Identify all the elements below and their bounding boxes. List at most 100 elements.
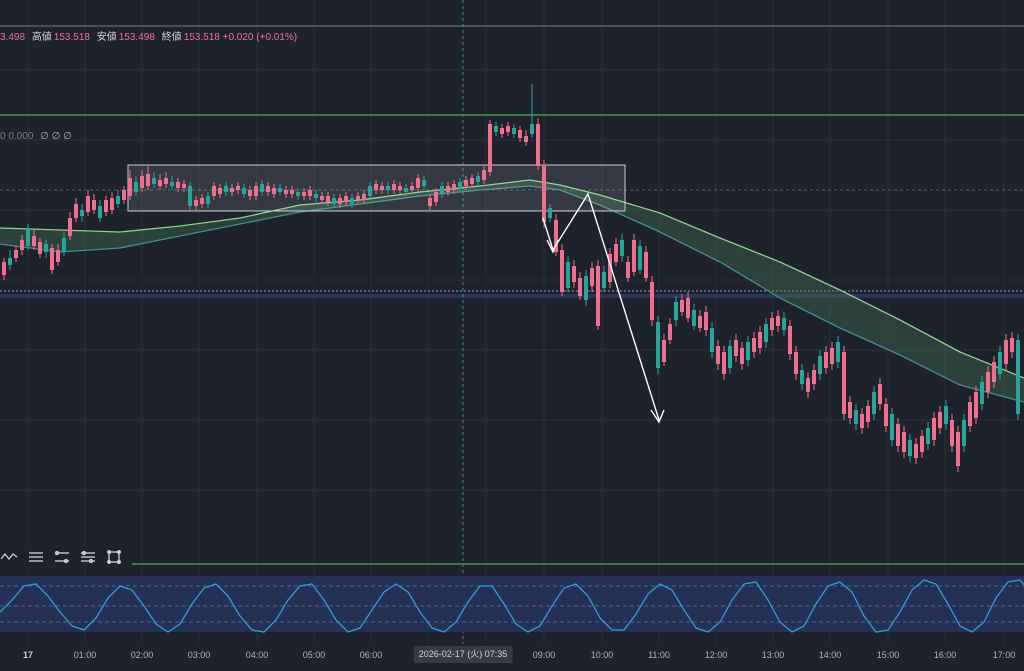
- candle-body: [908, 440, 912, 456]
- candle-body: [302, 192, 306, 196]
- candle-body: [8, 258, 12, 265]
- candle-body: [530, 124, 534, 134]
- fib-icon[interactable]: [78, 548, 98, 566]
- change-value: +0.020 (+0.01%): [222, 32, 298, 43]
- candle-body: [800, 370, 804, 384]
- close-value: 153.518: [183, 32, 220, 43]
- indicator-value: 0 0.000: [0, 131, 34, 142]
- candle-body: [284, 190, 288, 194]
- oscillator-pane: [0, 576, 1024, 632]
- candle-body: [386, 186, 390, 190]
- candle-body: [452, 184, 456, 190]
- horizontal-lines-icon[interactable]: [26, 548, 46, 566]
- candle-body: [590, 268, 594, 286]
- candle-body: [548, 208, 552, 218]
- open-value: 3.498: [0, 32, 26, 43]
- zigzag-icon[interactable]: [0, 548, 20, 566]
- candle-body: [458, 182, 462, 188]
- low-label: 安値: [96, 32, 117, 43]
- candle-body: [950, 420, 954, 446]
- candle-body: [134, 182, 138, 192]
- candle-body: [86, 196, 90, 212]
- candle-body: [14, 250, 18, 258]
- candle-body: [272, 188, 276, 194]
- candle-body: [158, 180, 162, 186]
- candle-body: [848, 402, 852, 418]
- time-tick: 16:00: [933, 650, 957, 660]
- candle-body: [314, 194, 318, 198]
- candle-body: [494, 126, 498, 132]
- time-tick: 05:00: [302, 650, 326, 660]
- candle-body: [614, 244, 618, 262]
- time-tick: 15:00: [876, 650, 900, 660]
- candle-body: [128, 178, 132, 196]
- candle-body: [26, 228, 30, 246]
- time-tick: 06:00: [359, 650, 383, 660]
- candle-body: [758, 332, 762, 348]
- candle-body: [374, 184, 378, 190]
- candle-body: [38, 242, 42, 254]
- candle-body: [776, 316, 780, 326]
- candle-body: [746, 342, 750, 360]
- candle-body: [872, 392, 876, 414]
- candle-body: [860, 414, 864, 428]
- candle-body: [914, 444, 918, 458]
- candle-body: [668, 324, 672, 340]
- candle-body: [428, 198, 432, 206]
- candle-body: [686, 298, 690, 318]
- projection-arrowhead: [650, 409, 665, 424]
- candle-body: [350, 198, 354, 204]
- candle-body: [944, 406, 948, 424]
- candle-body: [794, 352, 798, 374]
- candle-body: [878, 384, 882, 404]
- time-tick: 09:00: [532, 650, 556, 660]
- candle-body: [596, 266, 600, 326]
- candle-body: [818, 356, 822, 374]
- candle-body: [986, 372, 990, 392]
- candle-body: [320, 196, 324, 200]
- close-label: 終値: [161, 32, 182, 43]
- candle-body: [182, 184, 186, 188]
- candle-body: [344, 196, 348, 202]
- candle-body: [50, 248, 54, 270]
- candle-body: [584, 276, 588, 300]
- candle-body: [728, 346, 732, 368]
- time-tick: 17:00: [992, 650, 1016, 660]
- candle-body: [1004, 340, 1008, 364]
- candle-body: [716, 346, 720, 364]
- candle-body: [542, 166, 546, 222]
- candle-body: [662, 340, 666, 362]
- time-axis[interactable]: 17 01:00 02:00 03:00 04:00 05:00 06:00 0…: [0, 644, 1024, 666]
- candle-body: [722, 352, 726, 374]
- candle-body: [692, 310, 696, 326]
- candle-body: [92, 200, 96, 210]
- candle-body: [500, 128, 504, 134]
- candle-body: [326, 196, 330, 202]
- time-tick: 03:00: [187, 650, 211, 660]
- candle-body: [824, 352, 828, 368]
- candle-body: [170, 182, 174, 186]
- candle-body: [404, 188, 408, 192]
- rectangle-icon[interactable]: [104, 548, 124, 566]
- candle-body: [380, 186, 384, 190]
- candle-body: [968, 402, 972, 426]
- candle-body: [20, 240, 24, 250]
- parallel-channel-icon[interactable]: [52, 548, 72, 566]
- candle-body: [308, 190, 312, 196]
- candle-body: [422, 180, 426, 186]
- candle-body: [68, 218, 72, 236]
- ma-fast-line: [0, 179, 1024, 379]
- candle-body: [80, 210, 84, 216]
- crosshair-time-label: 2026-02-17 (火) 07:35: [413, 646, 513, 663]
- candle-body: [62, 238, 66, 252]
- candle-body: [842, 352, 846, 414]
- candle-body: [506, 126, 510, 132]
- candle-body: [146, 174, 150, 186]
- candle-body: [98, 206, 102, 218]
- projection-path: [542, 192, 660, 421]
- candle-body: [998, 352, 1002, 374]
- candle-body: [734, 340, 738, 356]
- candle-body: [164, 178, 168, 184]
